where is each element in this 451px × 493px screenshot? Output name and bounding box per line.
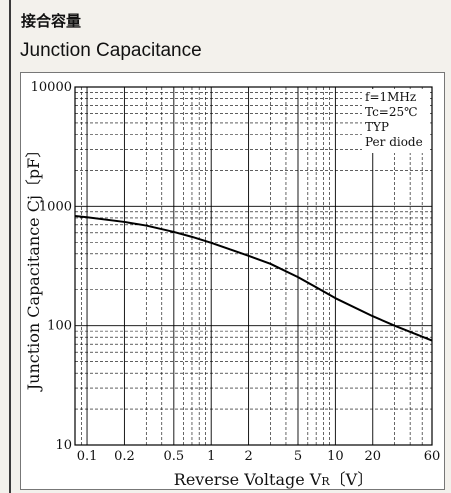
labels-group: 0.1 0.2 0.5 1 2 5 10 20 60 10 100 1000 10000 Reverse … — [24, 80, 440, 489]
annotation-text: f=1MHz — [365, 90, 416, 104]
annotation-text: Tc=25℃ — [365, 105, 418, 119]
x-tick-label: 0.1 — [77, 449, 98, 464]
x-tick-label: 0.2 — [114, 449, 135, 464]
x-tick-label: 10 — [327, 449, 344, 464]
chart-panel: 0.1 0.2 0.5 1 2 5 10 20 60 10 100 1000 10000 Reverse … — [20, 72, 445, 490]
x-tick-label: 1 — [207, 449, 215, 464]
chart-title-jp: 接合容量 — [21, 13, 82, 30]
annotation-text: Per diode — [365, 135, 423, 149]
junction-capacitance-chart: 0.1 0.2 0.5 1 2 5 10 20 60 10 100 1000 10000 Reverse … — [24, 80, 440, 489]
y-tick-label: 1000 — [39, 199, 72, 214]
x-tick-label: 20 — [364, 449, 381, 464]
y-tick-label: 10 — [55, 438, 72, 453]
chart-title-en: Junction Capacitance — [20, 40, 202, 61]
x-tick-label: 60 — [424, 449, 441, 464]
x-tick-label: 5 — [294, 449, 302, 464]
y-axis-label: Junction Capacitance Cj〔pF〕 — [24, 142, 43, 393]
left-rule — [9, 0, 11, 493]
plot-frame — [74, 86, 433, 446]
annotation-text: TYP — [365, 120, 389, 134]
x-tick-label: 2 — [244, 449, 252, 464]
x-tick-label: 0.5 — [163, 449, 184, 464]
annotation-box — [362, 89, 430, 153]
capacitance-curve — [74, 214, 433, 342]
axes-group — [74, 86, 433, 446]
x-axis-label: Reverse Voltage VR〔V〕 — [174, 470, 373, 489]
y-tick-label: 100 — [47, 319, 72, 334]
curve-group — [74, 214, 433, 342]
y-tick-label: 10000 — [31, 80, 72, 95]
